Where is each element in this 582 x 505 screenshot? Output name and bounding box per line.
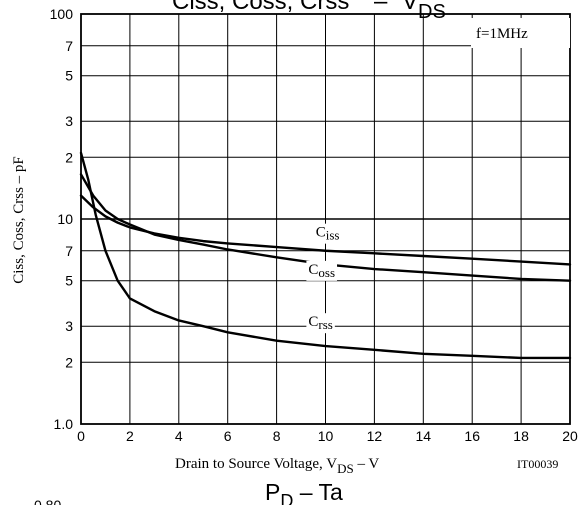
y-tick-label: 5 [65,273,73,289]
series-label-bg [306,313,335,334]
grid [80,13,571,425]
next-title-sub: D [280,491,293,505]
x-tick-label: 0 [77,428,85,444]
axis-tick-labels: 0 2 4 6 8 10 12 14 16 18 20 1.0 2 3 5 7 10 2 3 5 7 100 [50,6,578,444]
next-title-tail: – Ta [293,479,343,505]
x-tick-label: 14 [416,428,432,444]
series-line-coss [79,173,572,282]
x-tick-label: 8 [273,428,281,444]
x-tick-label: 6 [224,428,232,444]
y-tick-label: 5 [65,68,73,84]
y-tick-label: 10 [57,211,73,227]
y-tick-label: 100 [50,6,74,22]
plot-frame [80,13,571,425]
cut-off-number: 0.80 [34,497,61,505]
series-label-ciss: Ciss [316,225,340,243]
series-line-ciss [79,194,572,266]
y-tick-label: 2 [65,354,73,370]
header-fragment-dash: – [374,0,388,15]
y-tick-label: 7 [65,243,73,259]
series-label-crss: Crss [308,314,332,332]
x-axis-label-main: Drain to Source Voltage, V [175,456,337,472]
x-axis-label: Drain to Source Voltage, VDS – V [175,456,379,476]
y-tick-label: 3 [65,113,73,129]
x-axis-label-sub: DS [337,461,354,476]
x-tick-label: 16 [464,428,480,444]
x-tick-label: 2 [126,428,134,444]
series-labels: Ciss Coss Crss [306,223,342,334]
y-axis-label: Ciss, Coss, Crss – pF [11,156,27,284]
x-axis-label-tail: – V [354,456,380,472]
y-tick-label: 2 [65,149,73,165]
series-layer [79,151,572,360]
x-tick-label: 20 [562,428,578,444]
y-tick-label: 3 [65,318,73,334]
y-tick-label: 1.0 [54,416,74,432]
next-title-main: P [265,479,280,505]
frequency-annotation: f=1MHz [476,26,528,42]
series-label-bg [306,260,338,281]
frequency-annotation-bg [471,18,570,48]
figure-code: IT00039 [517,457,558,471]
header-fragment-vds: VDS [402,0,446,23]
x-tick-label: 4 [175,428,183,444]
series-label-coss: Coss [308,262,335,280]
series-label-bg [313,223,342,244]
series-line-crss [79,151,572,360]
header-fragment-sub: DS [418,1,446,23]
y-tick-label: 7 [65,38,73,54]
x-tick-label: 18 [513,428,529,444]
x-tick-label: 12 [367,428,383,444]
header-fragment-left: Ciss, Coss, Crss [172,0,349,15]
x-tick-label: 10 [318,428,334,444]
next-chart-title: PD – Ta [265,479,343,505]
header-fragment-v: V [402,0,418,15]
